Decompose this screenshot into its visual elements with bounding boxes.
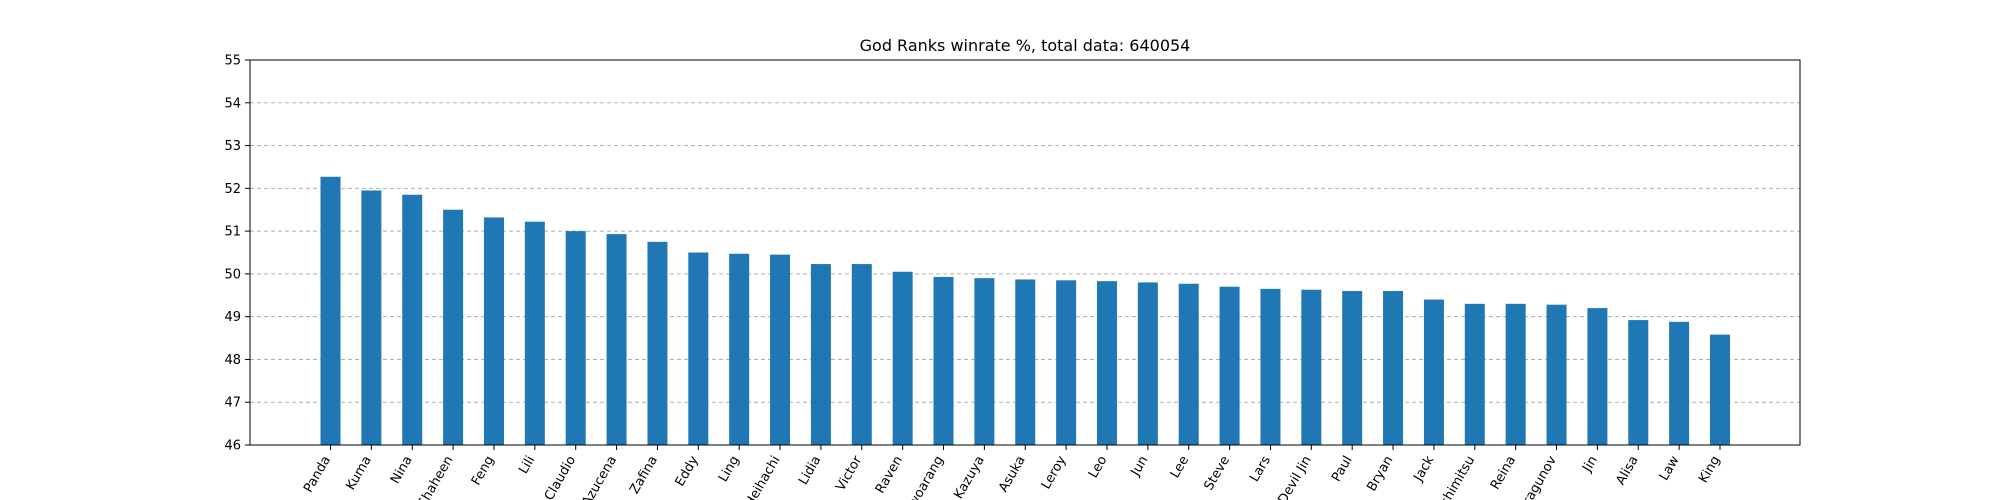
x-tick-label: Yoshimitsu: [1430, 454, 1478, 500]
y-tick-label: 55: [224, 54, 241, 69]
x-tick-label: Leroy: [1039, 453, 1070, 492]
bar: [524, 221, 545, 445]
x-tick-label: Jin: [1580, 454, 1601, 476]
bar: [1015, 279, 1036, 445]
chart-title: God Ranks winrate %, total data: 640054: [860, 36, 1191, 55]
x-tick-label: Reina: [1488, 454, 1519, 493]
x-tick-label: Feng: [469, 454, 498, 489]
bar: [1710, 334, 1730, 445]
x-tick-label: Raven: [873, 454, 906, 497]
bar: [1342, 291, 1363, 445]
bar: [483, 217, 504, 445]
bar: [402, 194, 423, 445]
bar: [974, 278, 995, 445]
x-tick-label: Lidia: [796, 454, 824, 488]
x-tick-label: Steve: [1202, 454, 1234, 494]
bar: [606, 234, 627, 445]
x-tick-label: Zafina: [627, 454, 661, 497]
bar: [810, 264, 831, 445]
y-axis: 46 47 48 49 50 51 52 53 54 55: [224, 54, 250, 454]
x-tick-label: Dragunov: [1515, 453, 1560, 500]
bar: [1096, 281, 1117, 445]
y-tick-label: 53: [224, 139, 241, 154]
bar: [1546, 304, 1567, 445]
x-tick-label: Eddy: [673, 453, 702, 489]
y-tick-label: 54: [224, 96, 241, 111]
bar: [565, 231, 586, 445]
x-tick-label: Azucena: [579, 454, 620, 500]
x-tick-label: Law: [1657, 453, 1683, 483]
x-tick-label: Kuma: [343, 454, 374, 493]
bar: [1587, 308, 1608, 445]
bar: [1423, 299, 1444, 445]
x-axis: Panda Kuma Nina Shaheen Feng Lili Claudio Azuce…: [301, 445, 1723, 500]
bar: [851, 264, 872, 445]
bar: [1137, 282, 1158, 445]
bar: [647, 241, 668, 445]
x-tick-label: Hwoarang: [901, 454, 947, 500]
x-tick-label: Lili: [516, 454, 538, 477]
x-tick-label: Lars: [1247, 453, 1274, 484]
bar: [320, 176, 341, 446]
x-tick-label: Bryan: [1364, 454, 1396, 495]
bar: [1178, 283, 1199, 445]
x-tick-label: Victor: [833, 453, 865, 494]
bar: [933, 276, 954, 445]
bar: [1301, 289, 1322, 445]
x-tick-label: Alisa: [1613, 454, 1641, 488]
y-tick-label: 52: [224, 182, 241, 197]
x-tick-label: Paul: [1329, 454, 1356, 485]
bar: [1628, 320, 1649, 445]
bar: [1383, 291, 1404, 445]
bar: [1464, 303, 1485, 445]
y-tick-label: 49: [224, 310, 241, 325]
gridlines: [250, 102, 1800, 403]
x-tick-label: Ling: [716, 454, 743, 485]
bar: [361, 190, 382, 445]
bar: [1219, 286, 1240, 445]
y-tick-label: 47: [224, 396, 241, 411]
y-tick-label: 51: [224, 225, 241, 240]
x-tick-label: Jun: [1128, 454, 1152, 480]
x-tick-label: Lee: [1168, 454, 1192, 481]
x-tick-label: Panda: [301, 454, 334, 496]
x-tick-label: Shaheen: [415, 454, 456, 500]
x-tick-label: King: [1696, 454, 1723, 486]
bar: [770, 254, 791, 445]
x-tick-label: Claudio: [542, 453, 579, 500]
x-tick-label: Asuka: [996, 454, 1029, 495]
bar: [1669, 321, 1690, 445]
x-tick-label: Kazuya: [951, 454, 987, 500]
x-tick-label: Jack: [1411, 453, 1438, 485]
y-tick-label: 46: [224, 439, 241, 454]
x-tick-label: Devil Jin: [1275, 454, 1314, 500]
x-tick-label: Leo: [1086, 453, 1110, 480]
x-tick-label: Nina: [388, 454, 416, 487]
bars: [320, 176, 1730, 446]
x-tick-label: Heihachi: [742, 454, 783, 500]
bar: [729, 253, 750, 445]
bar: [892, 271, 913, 445]
bar: [443, 209, 464, 445]
bar: [1505, 303, 1526, 445]
y-tick-label: 50: [224, 267, 241, 282]
bar: [688, 252, 709, 445]
bar: [1260, 288, 1281, 445]
y-tick-label: 48: [224, 353, 241, 368]
bar: [1056, 280, 1077, 445]
